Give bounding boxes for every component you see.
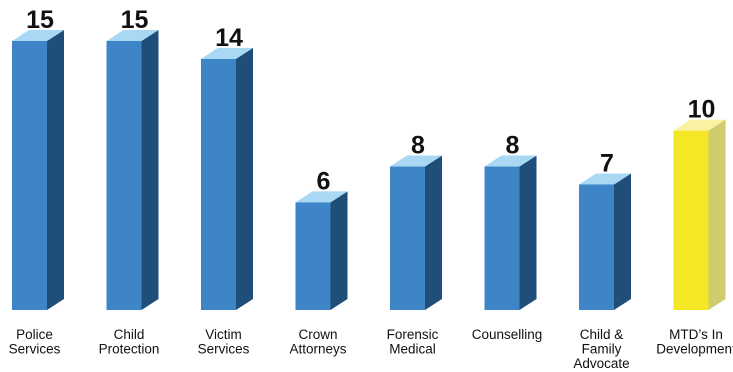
value-label: 7 (600, 149, 614, 177)
bar-side-face (708, 119, 726, 311)
bar-top-face (390, 155, 442, 167)
bar-2 (106, 30, 159, 310)
bar-side-face (236, 47, 253, 310)
bar-side-face (141, 30, 159, 310)
category-label-line: Counselling (472, 327, 543, 342)
category-label: Forensic Medical (387, 327, 439, 357)
category-label: Police Services (9, 327, 61, 357)
category-label-line: Child (114, 327, 145, 342)
category-label-line: Victim (205, 327, 242, 342)
value-label: 10 (688, 96, 716, 124)
bar-top-face (484, 155, 537, 167)
bar-front-face (579, 184, 614, 310)
bar-front-face (390, 166, 425, 310)
category-label: Counselling (472, 327, 543, 342)
bar-side-face (425, 155, 442, 310)
category-label-line: Services (198, 342, 250, 357)
category-label: Crown Attorneys (289, 327, 346, 357)
category-label-line: Services (9, 342, 61, 357)
bars-group (12, 30, 726, 311)
bar-8 (673, 119, 726, 311)
category-label-line: Crown (298, 327, 337, 342)
bar-3 (201, 47, 253, 310)
value-label: 8 (411, 132, 425, 160)
value-label: 6 (317, 167, 331, 195)
bar-side-face (47, 30, 64, 310)
bar-top-face (295, 191, 348, 203)
bar-top-face (106, 30, 159, 41)
value-label: 14 (215, 24, 243, 52)
bar-7 (579, 173, 631, 310)
category-label-line: MTD’s In (669, 327, 723, 342)
bar-side-face (330, 191, 348, 310)
category-label-line: Development (656, 342, 733, 357)
category-label-line: Advocate (573, 356, 629, 371)
bar-top-face (201, 47, 253, 59)
category-label-line: Family (582, 342, 622, 357)
category-label: Child & Family Advocate (573, 327, 629, 371)
category-label: MTD’s In Development (656, 327, 733, 357)
bar-1 (12, 30, 64, 310)
bar-4 (295, 191, 348, 310)
value-label: 8 (506, 132, 520, 160)
category-label: Victim Services (198, 327, 250, 357)
category-label: Child Protection (99, 327, 160, 357)
category-label-line: Attorneys (289, 342, 346, 357)
value-labels-group: 15 15 14 6 8 8 7 10 (26, 6, 715, 195)
bar-front-face (12, 41, 47, 310)
category-label-line: Child & (580, 327, 624, 342)
value-label: 15 (121, 6, 149, 34)
bar-top-face (579, 173, 631, 185)
category-label-line: Police (16, 327, 53, 342)
category-label-line: Protection (99, 342, 160, 357)
category-label-line: Forensic (387, 327, 439, 342)
bar-top-face (673, 119, 726, 131)
value-label: 15 (26, 6, 54, 34)
category-label-line: Medical (389, 342, 436, 357)
bar-top-face (12, 30, 64, 41)
bar-5 (390, 155, 442, 310)
bar-front-face (673, 130, 709, 310)
bar-side-face (519, 155, 537, 310)
bar-side-face (614, 173, 631, 310)
bar-front-face (106, 41, 142, 310)
bar-6 (484, 155, 537, 310)
bar-front-face (201, 58, 236, 310)
bar-front-face (484, 166, 520, 310)
bar-front-face (295, 202, 331, 310)
